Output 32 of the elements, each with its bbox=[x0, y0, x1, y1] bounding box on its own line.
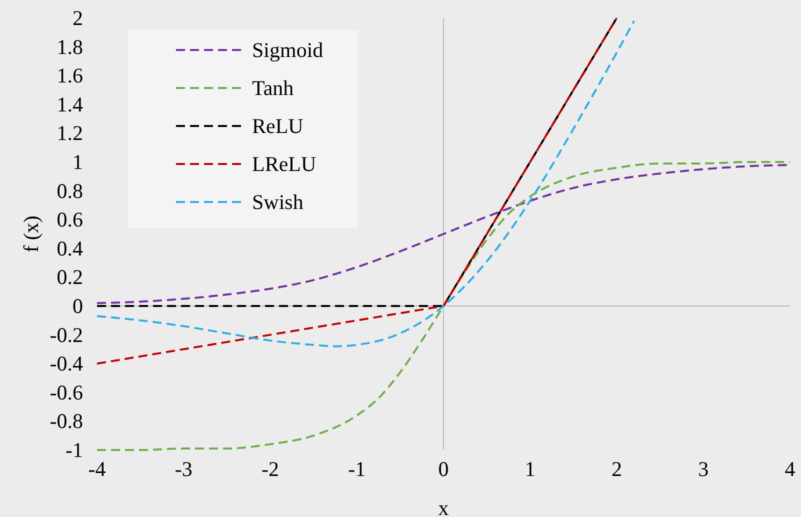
x-tick-label: -1 bbox=[348, 457, 366, 481]
x-tick-label: -2 bbox=[262, 457, 279, 481]
y-tick-label: 1.8 bbox=[56, 34, 83, 59]
legend-label: Swish bbox=[252, 190, 304, 214]
y-tick-label: -0.2 bbox=[50, 322, 83, 347]
x-tick-label: 2 bbox=[612, 457, 622, 481]
y-tick-label: 0.6 bbox=[56, 208, 83, 232]
legend-label: ReLU bbox=[252, 114, 304, 138]
legend-label: Tanh bbox=[252, 76, 294, 100]
x-tick-label: 4 bbox=[784, 457, 796, 481]
y-tick-label: -0.4 bbox=[50, 352, 84, 376]
y-tick-label: 0.8 bbox=[56, 178, 83, 203]
y-tick-label: 1.4 bbox=[56, 92, 84, 116]
x-tick-label: 0 bbox=[438, 457, 449, 481]
x-tick-label: -3 bbox=[174, 457, 192, 481]
y-tick-label: -0.6 bbox=[50, 380, 83, 404]
y-tick-label: 1 bbox=[72, 150, 83, 174]
y-tick-label: 0 bbox=[72, 294, 83, 318]
y-axis-title: f (x) bbox=[19, 216, 43, 252]
y-tick-label: 2 bbox=[72, 6, 83, 30]
y-tick-label: 1.2 bbox=[56, 121, 83, 146]
y-tick-label: 0.2 bbox=[56, 265, 83, 290]
legend-label: LReLU bbox=[252, 152, 316, 176]
x-axis-title: x bbox=[438, 496, 450, 517]
y-tick-label: 1.6 bbox=[56, 64, 83, 88]
y-tick-label: -0.8 bbox=[50, 409, 83, 434]
legend-label: Sigmoid bbox=[252, 38, 324, 62]
y-tick-label: -1 bbox=[66, 438, 83, 462]
x-tick-label: 3 bbox=[698, 457, 709, 481]
x-tick-label: 1 bbox=[524, 457, 536, 481]
x-tick-label: -4 bbox=[88, 457, 106, 481]
y-tick-label: 0.4 bbox=[56, 236, 84, 260]
